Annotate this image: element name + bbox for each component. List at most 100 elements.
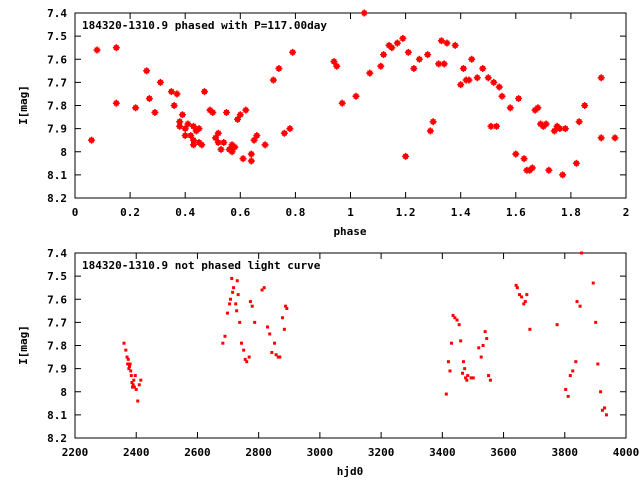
- data-point: [230, 276, 234, 280]
- x-tick-label: 0.8: [285, 206, 305, 219]
- data-point: [129, 374, 133, 378]
- x-tick-label: 4000: [613, 446, 640, 459]
- data-point: [212, 134, 220, 142]
- data-point: [604, 413, 608, 417]
- x-tick-label: 3400: [429, 446, 456, 459]
- data-point: [512, 150, 520, 158]
- data-point: [561, 125, 569, 133]
- data-point: [469, 376, 473, 380]
- data-point: [217, 145, 225, 153]
- data-point: [223, 334, 227, 338]
- data-point: [122, 341, 126, 345]
- data-point: [437, 37, 445, 45]
- x-tick-label: 3600: [490, 446, 517, 459]
- data-point: [575, 118, 583, 126]
- data-point: [571, 369, 575, 373]
- data-point: [555, 323, 559, 327]
- data-point: [352, 92, 360, 100]
- x-tick-label: 1.4: [451, 206, 471, 219]
- data-point: [523, 300, 527, 304]
- data-point: [151, 108, 159, 116]
- data-point: [534, 104, 542, 112]
- data-point: [250, 136, 258, 144]
- data-point: [429, 118, 437, 126]
- data-point: [125, 355, 129, 359]
- data-point: [253, 132, 261, 140]
- data-point: [275, 65, 283, 72]
- data-point: [273, 341, 277, 345]
- data-point: [578, 304, 582, 308]
- data-point: [490, 78, 498, 86]
- data-point: [568, 374, 572, 378]
- data-point: [485, 337, 489, 341]
- data-point: [131, 385, 135, 389]
- data-point: [574, 360, 578, 364]
- data-point: [170, 102, 178, 109]
- data-point: [173, 90, 181, 98]
- x-axis: 0 0.2 0.4 0.6 0.8 1 1.2 1.4 1.6 1.8 2: [72, 13, 629, 219]
- data-point: [515, 95, 523, 103]
- data-point: [247, 157, 255, 165]
- data-point: [232, 286, 236, 290]
- y-axis: 7.4 7.5 7.6 7.7 7.8 7.9 8 8.1 8.2: [47, 7, 626, 205]
- data-point: [195, 125, 203, 133]
- data-point: [253, 320, 257, 324]
- data-point: [178, 111, 186, 119]
- data-points: [122, 251, 608, 417]
- x-tick-label: 1: [347, 206, 354, 219]
- y-tick-label: 7.7: [47, 316, 67, 329]
- data-point: [594, 320, 598, 324]
- x-tick-label: 2200: [62, 446, 89, 459]
- data-point: [506, 104, 514, 112]
- data-point: [176, 122, 184, 130]
- data-point: [481, 344, 485, 347]
- data-point: [132, 385, 136, 389]
- y-axis-label: I[mag]: [17, 85, 30, 125]
- data-point: [450, 341, 454, 345]
- data-point: [493, 122, 501, 130]
- plot-frame: [74, 12, 627, 199]
- data-point: [572, 159, 580, 167]
- x-axis-label: hjd0: [337, 465, 364, 478]
- x-tick-label: 0: [72, 206, 79, 219]
- data-point: [214, 129, 222, 137]
- data-point: [132, 104, 140, 112]
- data-point: [124, 348, 128, 352]
- y-tick-label: 8: [60, 386, 67, 399]
- data-point: [514, 283, 518, 287]
- data-point: [143, 67, 151, 75]
- data-point: [377, 62, 385, 70]
- data-point: [459, 65, 467, 72]
- data-point: [603, 406, 607, 410]
- data-point: [479, 355, 483, 359]
- x-tick-label: 0.2: [120, 206, 140, 219]
- data-point: [473, 74, 481, 82]
- y-tick-label: 7.5: [47, 270, 67, 283]
- data-point: [229, 297, 233, 301]
- data-point: [498, 92, 506, 100]
- data-point: [128, 362, 132, 366]
- data-point: [451, 313, 455, 317]
- data-point: [260, 288, 264, 292]
- data-point: [366, 69, 374, 77]
- data-point: [209, 108, 217, 116]
- y-tick-label: 7.5: [47, 30, 67, 43]
- data-point: [126, 362, 130, 366]
- data-point: [270, 350, 274, 354]
- data-point: [461, 371, 465, 375]
- data-point: [131, 383, 135, 387]
- data-point: [465, 378, 469, 382]
- data-point: [88, 136, 96, 144]
- data-point: [134, 387, 138, 391]
- data-point: [245, 360, 249, 364]
- data-point: [596, 362, 600, 366]
- data-point: [269, 76, 277, 84]
- x-tick-label: 2400: [123, 446, 150, 459]
- data-point: [453, 316, 457, 320]
- data-point: [440, 60, 448, 68]
- x-tick-label: 3200: [368, 446, 395, 459]
- y-tick-label: 7.9: [47, 363, 67, 376]
- data-point: [225, 311, 229, 315]
- data-point: [444, 392, 448, 396]
